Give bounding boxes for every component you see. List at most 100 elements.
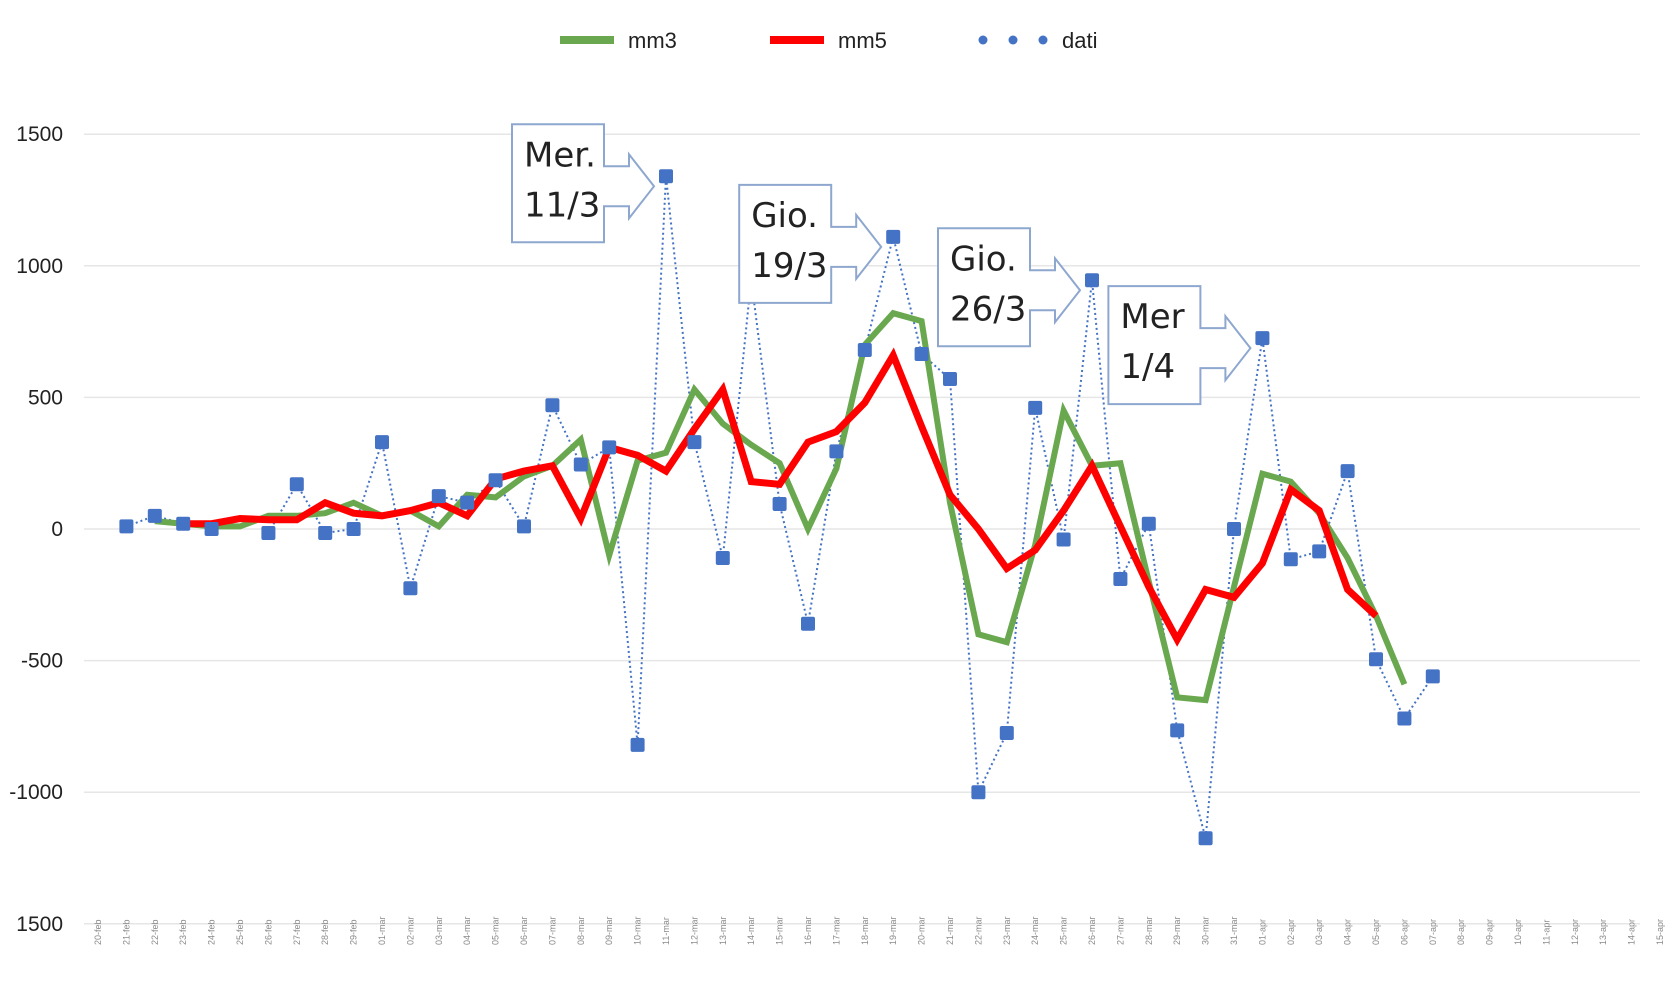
y-tick-label: 1500 — [16, 913, 63, 936]
data-point-dati — [403, 581, 418, 596]
data-point-dati — [318, 525, 333, 540]
data-point-dati — [829, 444, 844, 459]
x-tick-label: 25-feb — [235, 919, 245, 945]
x-tick-label: 07-mar — [547, 916, 557, 945]
data-point-dati — [1397, 711, 1412, 726]
data-point-dati — [1056, 532, 1071, 547]
data-point-dati — [971, 785, 986, 800]
callout-day: Gio. — [950, 239, 1017, 279]
x-tick-label: 10-apr — [1513, 919, 1523, 945]
data-point-dati — [176, 516, 191, 531]
data-point-dati — [1369, 652, 1383, 667]
data-point-dati — [460, 495, 475, 510]
callout: Mer. 11/3 — [511, 123, 656, 244]
y-tick-label: -1000 — [9, 781, 63, 804]
data-point-dati — [1283, 552, 1298, 567]
data-point-dati — [801, 616, 815, 631]
x-tick-label: 12-apr — [1570, 919, 1580, 945]
callout: Gio. 26/3 — [937, 227, 1082, 348]
x-tick-label: 20-mar — [917, 916, 927, 945]
x-tick-label: 22-feb — [150, 919, 160, 945]
callout-day: Mer — [1120, 297, 1184, 337]
data-point-dati — [1312, 544, 1327, 559]
callout-date: 1/4 — [1120, 347, 1175, 387]
data-point-dati — [119, 519, 134, 534]
x-tick-label: 03-apr — [1314, 919, 1324, 945]
x-tick-label: 28-mar — [1144, 916, 1154, 945]
x-tick-label: 18-mar — [860, 916, 870, 945]
x-tick-label: 23-feb — [178, 919, 188, 945]
x-tick-label: 22-mar — [973, 916, 983, 945]
x-tick-label: 20-feb — [93, 919, 103, 945]
data-point-dati — [1170, 723, 1185, 738]
legend-label: mm3 — [628, 28, 677, 53]
x-tick-label: 13-apr — [1598, 919, 1608, 945]
data-point-dati — [289, 477, 304, 492]
callout-date: 26/3 — [950, 289, 1026, 329]
callout-box — [1107, 285, 1252, 406]
data-point-dati — [1198, 831, 1213, 846]
x-tick-label: 30-mar — [1201, 916, 1211, 945]
x-tick-label: 05-apr — [1371, 919, 1381, 945]
data-point-dati — [488, 473, 503, 488]
annotation-layer: Mer. 11/3 Gio. 19/3 Gio. 26/3 Mer 1/4 — [511, 123, 1252, 406]
data-point-dati — [630, 737, 645, 752]
data-point-dati — [857, 343, 872, 358]
x-tick-label: 12-mar — [689, 916, 699, 945]
data-point-dati — [886, 229, 901, 244]
data-point-dati — [914, 346, 929, 361]
data-point-dati — [602, 440, 617, 455]
series-line-mm3 — [154, 309, 1408, 704]
x-tick-label: 16-mar — [803, 916, 813, 945]
x-tick-label: 06-mar — [519, 916, 529, 945]
data-point-dati — [1340, 464, 1355, 479]
series-line-mm5 — [183, 347, 1379, 647]
y-tick-label: 500 — [28, 386, 63, 409]
x-tick-label: 08-mar — [576, 916, 586, 945]
legend: mm3 mm5 dati — [560, 28, 1097, 53]
data-point-dati — [545, 398, 560, 413]
legend-item-mm3: mm3 — [560, 28, 677, 53]
callout-box — [738, 183, 883, 304]
legend-swatch-dot — [1038, 35, 1048, 45]
legend-swatch-dot — [978, 35, 988, 45]
x-tick-label: 15-mar — [775, 916, 785, 945]
x-tick-label: 28-feb — [320, 919, 330, 945]
legend-swatch — [770, 36, 824, 44]
x-tick-label: 03-mar — [434, 916, 444, 945]
data-point-dati — [375, 435, 389, 450]
data-point-dati — [1141, 516, 1156, 531]
data-point-dati — [715, 550, 730, 565]
x-tick-label: 15-apr — [1655, 919, 1665, 945]
x-tick-label: 31-mar — [1229, 916, 1239, 945]
x-tick-label: 14-apr — [1627, 919, 1637, 945]
x-tick-label: 09-apr — [1485, 919, 1495, 945]
data-point-dati — [772, 496, 787, 511]
y-tick-label: -500 — [21, 650, 63, 673]
x-tick-label: 01-mar — [377, 916, 387, 945]
x-tick-label: 24-feb — [207, 919, 217, 945]
x-tick-label: 04-mar — [462, 916, 472, 945]
legend-swatch — [560, 36, 614, 44]
legend-label: mm5 — [838, 28, 887, 53]
data-point-dati — [573, 457, 588, 472]
data-point-dati — [1028, 400, 1043, 415]
data-point-dati — [261, 525, 276, 540]
data-point-dati — [1227, 522, 1241, 536]
data-point-dati — [659, 169, 673, 184]
x-tick-label: 09-mar — [604, 916, 614, 945]
y-tick-label: 1500 — [16, 123, 63, 146]
data-point-dati — [431, 489, 446, 504]
x-tick-label: 17-mar — [831, 916, 841, 945]
series-layer — [119, 169, 1440, 846]
x-tick-label: 23-mar — [1002, 916, 1012, 945]
x-axis-ticks: 20-feb 21-feb 22-feb 23-feb 24-feb 25-feb 26-f… — [93, 916, 1665, 945]
x-tick-label: 26-mar — [1087, 916, 1097, 945]
callout: Gio. 19/3 — [738, 183, 883, 304]
x-tick-label: 07-apr — [1428, 919, 1438, 945]
x-tick-label: 02-apr — [1286, 919, 1296, 945]
data-point-dati — [1113, 572, 1128, 587]
x-tick-label: 27-mar — [1115, 916, 1125, 945]
